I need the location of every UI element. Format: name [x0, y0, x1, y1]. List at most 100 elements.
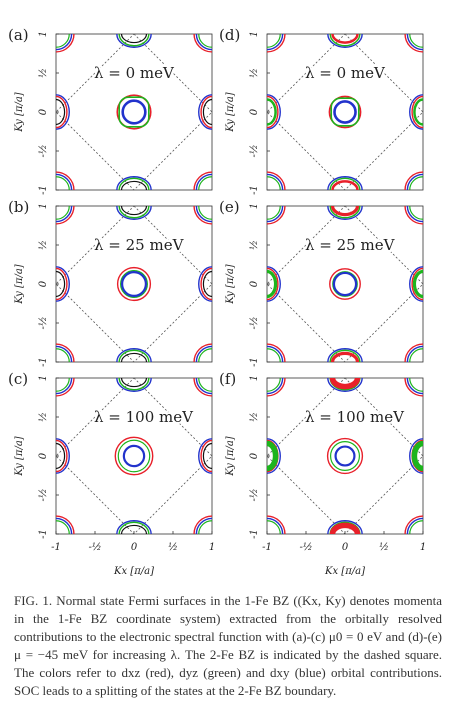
lambda-label: λ = 0 meV — [305, 64, 386, 82]
y-axis-label: Ky [π/a] — [14, 92, 25, 132]
y-tick-label: -1 — [249, 357, 260, 367]
m-pocket-dxy — [406, 517, 423, 534]
gamma-pocket-outer — [116, 94, 152, 130]
x-pocket-inner — [56, 442, 66, 470]
x-pocket-dxy — [327, 34, 363, 48]
bz-2fe-boundary — [266, 205, 424, 363]
y-tick-label: 1 — [249, 375, 260, 381]
m-pocket-dxz — [56, 515, 75, 534]
x-tick-label: 1 — [209, 542, 215, 553]
m-pocket-dyz — [409, 206, 423, 220]
x-pocket-dxy — [409, 94, 423, 130]
x-pocket-dxy — [327, 520, 363, 534]
x-pocket-dxy — [267, 94, 281, 130]
m-pocket-dxy — [195, 378, 212, 395]
y-axis-label: Ky [π/a] — [225, 436, 236, 476]
bz-2fe-boundary — [55, 205, 213, 363]
figure-caption: FIG. 1. Normal state Fermi surfaces in t… — [14, 593, 442, 698]
y-axis-label: Ky [π/a] — [225, 92, 236, 132]
bz-2fe-boundary — [266, 377, 424, 535]
panel-label: (d) — [219, 26, 240, 44]
x-tick-label: -1 — [51, 542, 61, 553]
m-pocket-dyz — [198, 206, 212, 220]
m-pocket-dyz — [409, 378, 423, 392]
m-pocket-dyz — [409, 34, 423, 48]
m-pocket-dxz — [193, 171, 212, 190]
m-pocket-dyz — [56, 520, 70, 534]
panel-frame — [266, 377, 424, 535]
x-pocket-outer — [329, 378, 361, 391]
x-pocket-outer — [329, 177, 361, 190]
x-pocket-outer — [329, 206, 361, 219]
y-tick-label: -½ — [38, 144, 49, 157]
m-pocket-dxz — [404, 171, 423, 190]
lambda-label: λ = 25 meV — [305, 236, 396, 254]
m-pocket-dyz — [56, 206, 70, 220]
x-pocket-dxy — [409, 266, 423, 302]
y-tick-label: ½ — [38, 240, 49, 250]
m-pocket-dxz — [404, 378, 423, 397]
x-pocket-inner — [120, 34, 148, 44]
x-tick-label: 1 — [420, 542, 426, 553]
gamma-pocket-middle — [330, 97, 360, 127]
gamma-pocket-middle — [117, 439, 151, 473]
y-tick-label: 0 — [249, 108, 260, 115]
m-pocket-dxy — [56, 517, 73, 534]
x-pocket-dxy — [56, 94, 70, 130]
m-pocket-dyz — [198, 348, 212, 362]
gamma-pocket-inner — [122, 444, 146, 468]
y-tick-label: 1 — [38, 375, 49, 381]
gamma-pocket-inner — [333, 100, 357, 124]
x-pocket-dxy — [198, 94, 212, 130]
y-tick-label: 0 — [38, 280, 49, 287]
y-tick-label: -½ — [38, 488, 49, 501]
panel-frame — [55, 377, 213, 535]
panel-frame — [266, 205, 424, 363]
m-pocket-dyz — [198, 520, 212, 534]
y-axis-label: Ky [π/a] — [225, 264, 236, 304]
panel-label: (b) — [8, 198, 29, 216]
x-pocket-outer — [200, 439, 212, 473]
x-pocket-inner — [120, 180, 148, 190]
x-pocket-inner — [411, 440, 423, 472]
y-tick-label: -½ — [249, 144, 260, 157]
x-pocket-inner — [331, 180, 359, 190]
fermi-surface-figure: (a) λ = 0 meV 1 ½ 0 -½ -1 Ky [π/a] (d) λ = 0 meV 1… — [8, 26, 426, 577]
y-tick-label: 0 — [38, 452, 49, 459]
m-pocket-dxy — [406, 345, 423, 362]
y-axis-label: Ky [π/a] — [14, 264, 25, 304]
m-pocket-dxy — [406, 173, 423, 190]
x-pocket-dxy — [327, 348, 363, 362]
x-pocket-outer — [267, 267, 279, 301]
x-pocket-outer — [118, 206, 150, 219]
x-pocket-inner — [120, 378, 148, 388]
gamma-pocket-outer — [116, 266, 152, 302]
y-tick-label: ½ — [249, 240, 260, 250]
x-pocket-inner — [267, 98, 277, 126]
x-pocket-inner — [330, 206, 360, 217]
bz-2fe-boundary — [55, 377, 213, 535]
x-pocket-inner — [56, 98, 66, 126]
x-pocket-dxy — [56, 266, 70, 302]
panel-frame — [266, 33, 424, 191]
panel-label: (c) — [8, 370, 28, 388]
bz-2fe-boundary — [55, 33, 213, 191]
x-tick-label: -½ — [299, 542, 312, 553]
y-tick-label: ½ — [249, 68, 260, 78]
m-pocket-dxy — [56, 173, 73, 190]
m-pocket-dxy — [56, 34, 73, 51]
panel-frame — [55, 205, 213, 363]
panel-f: (f) λ = 100 meV 1 ½ 0 -½ -1 Ky [π/a] -1 -½ 0 ½ 1 Kx [… — [219, 370, 426, 577]
y-tick-label: 1 — [38, 203, 49, 209]
m-pocket-dyz — [267, 520, 281, 534]
gamma-pocket-middle — [118, 96, 150, 128]
m-pocket-dyz — [409, 520, 423, 534]
m-pocket-dxz — [404, 206, 423, 225]
gamma-pocket-inner — [334, 445, 356, 467]
x-pocket-outer — [200, 95, 212, 129]
x-pocket-outer — [118, 34, 150, 47]
x-tick-label: 0 — [131, 542, 138, 553]
x-pocket-inner — [413, 98, 423, 126]
gamma-pocket-middle — [120, 270, 148, 298]
panel-c: (c) λ = 100 meV 1 ½ 0 -½ -1 Ky [π/a] -1 -½ 0 ½ 1 Kx [… — [8, 370, 215, 577]
